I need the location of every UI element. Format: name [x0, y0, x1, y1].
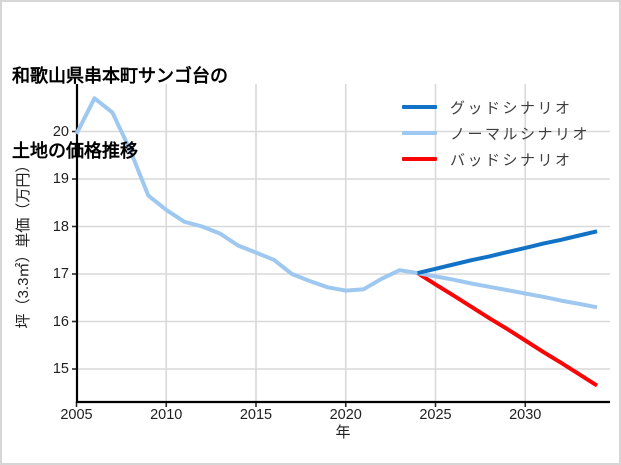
y-tick-label-18: 18 — [52, 218, 69, 235]
series-lines — [74, 96, 599, 388]
x-tick-label-2015: 2015 — [239, 407, 273, 423]
x-axis-label: 年 — [335, 424, 351, 441]
legend-item-2: ノーマルシナリオ — [402, 120, 590, 146]
legend-label: グッドシナリオ — [450, 99, 573, 117]
bad-scenario-line — [416, 271, 599, 388]
x-tick-label-2005: 2005 — [60, 407, 93, 423]
chart-title-line1: 和歌山県串本町サンゴ台の — [12, 66, 228, 86]
y-tick-label-19: 19 — [52, 171, 69, 187]
legend-line-swatch-icon — [402, 157, 437, 161]
legend-line-swatch-icon — [402, 131, 437, 135]
legend-item-3: バッドシナリオ — [402, 146, 590, 172]
y-tick-label-20: 20 — [52, 123, 69, 140]
y-tick-label-17: 17 — [52, 266, 69, 282]
chart-title-line2: 土地の価格推移 — [12, 141, 138, 161]
x-tick-label-2030: 2030 — [509, 407, 542, 423]
axis-spines — [75, 84, 610, 404]
good-scenario-line — [417, 229, 598, 276]
y-axis-label: 坪（3.3㎡）単価（万円） — [15, 157, 32, 329]
gridlines — [77, 84, 610, 402]
legend-item-1: グッドシナリオ — [402, 94, 590, 120]
x-tick-label-2025: 2025 — [419, 407, 452, 423]
legend-label: ノーマルシナリオ — [450, 125, 591, 143]
x-tick-label-2020: 2020 — [329, 407, 362, 423]
chart-title: 和歌山県串本町サンゴ台の 土地の価格推移 — [12, 14, 228, 214]
y-tick-label-15: 15 — [52, 361, 69, 377]
legend-line-swatch-icon — [402, 105, 437, 109]
price-history-line — [74, 96, 418, 293]
x-tick-label-2010: 2010 — [150, 407, 183, 423]
legend: グッドシナリオ ノーマルシナリオ バッドシナリオ — [402, 94, 590, 172]
normal-scenario-line — [417, 271, 598, 310]
legend-label: バッドシナリオ — [450, 151, 573, 169]
y-tick-label-16: 16 — [52, 313, 69, 330]
